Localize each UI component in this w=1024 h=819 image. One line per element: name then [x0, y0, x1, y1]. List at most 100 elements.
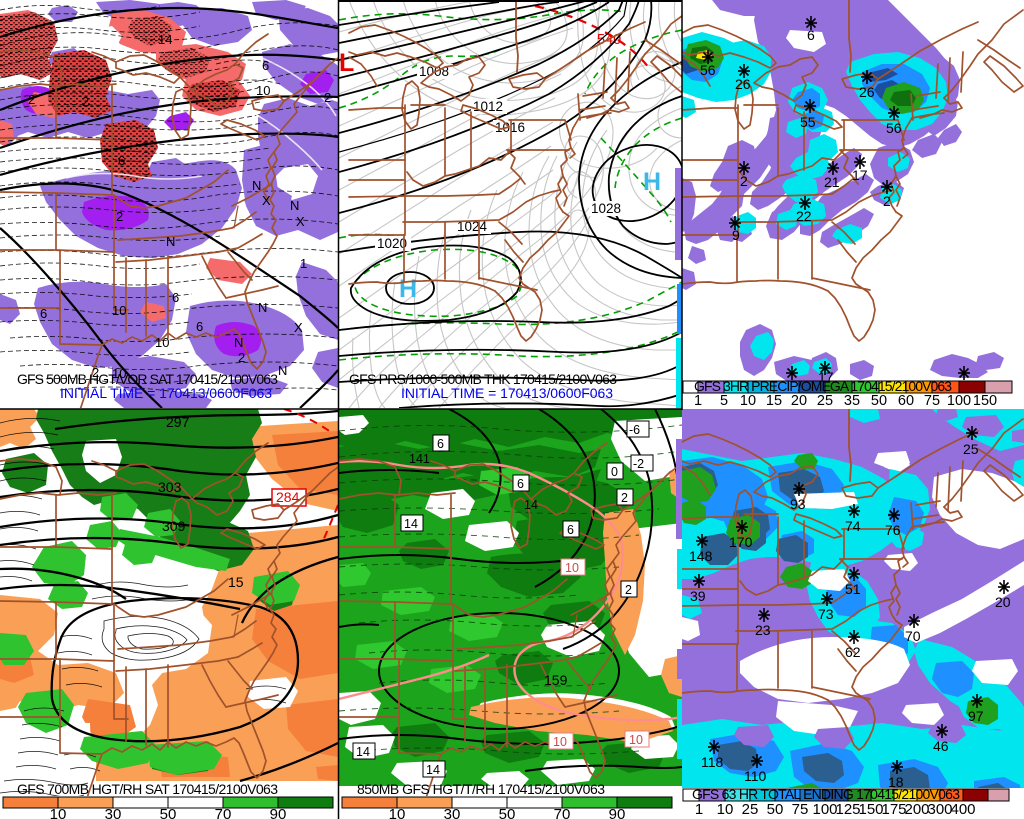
svg-text:14: 14 [426, 763, 440, 777]
svg-text:GFS 63 HR TOTAL ENDING 170415/: GFS 63 HR TOTAL ENDING 170415/2100V063 [692, 786, 960, 802]
svg-text:284: 284 [276, 489, 300, 505]
svg-text:25: 25 [742, 801, 759, 818]
svg-text:17: 17 [852, 167, 868, 183]
svg-text:300: 300 [927, 801, 952, 818]
svg-text:30: 30 [105, 806, 122, 819]
svg-text:1012: 1012 [473, 99, 503, 114]
svg-text:6: 6 [567, 523, 574, 537]
svg-text:125: 125 [835, 801, 860, 818]
svg-text:N: N [166, 234, 175, 249]
svg-text:70: 70 [554, 806, 571, 819]
svg-text:10: 10 [155, 335, 169, 350]
svg-text:20: 20 [995, 594, 1011, 610]
svg-text:70: 70 [215, 806, 232, 819]
svg-text:50: 50 [871, 393, 887, 409]
svg-text:2: 2 [116, 209, 123, 224]
svg-text:26: 26 [735, 76, 751, 92]
svg-text:50: 50 [767, 801, 784, 818]
svg-text:INITIAL TIME = 170413/0600F063: INITIAL TIME = 170413/0600F063 [60, 385, 272, 401]
svg-text:60: 60 [898, 393, 914, 409]
svg-text:2: 2 [82, 94, 89, 109]
svg-text:56: 56 [886, 120, 902, 136]
svg-text:200: 200 [904, 801, 929, 818]
svg-text:90: 90 [609, 806, 626, 819]
svg-text:2: 2 [621, 491, 628, 505]
svg-text:2: 2 [625, 583, 632, 597]
svg-text:2: 2 [28, 92, 35, 107]
svg-text:GFS 700MB HGT/RH SAT 170415/21: GFS 700MB HGT/RH SAT 170415/2100V063 [17, 781, 278, 797]
svg-text:10: 10 [112, 366, 126, 381]
svg-text:18: 18 [888, 774, 904, 790]
svg-text:X: X [294, 320, 303, 335]
svg-text:100: 100 [812, 801, 837, 818]
svg-text:400: 400 [950, 801, 975, 818]
svg-text:N: N [258, 300, 267, 315]
svg-text:97: 97 [968, 708, 984, 724]
svg-text:15: 15 [228, 574, 244, 590]
svg-text:21: 21 [824, 174, 840, 190]
svg-text:110: 110 [744, 768, 767, 784]
svg-text:76: 76 [885, 522, 901, 538]
svg-text:175: 175 [881, 801, 906, 818]
svg-text:6: 6 [262, 58, 269, 73]
svg-text:1016: 1016 [495, 120, 525, 135]
svg-text:2: 2 [92, 365, 99, 380]
svg-text:25: 25 [963, 441, 979, 457]
svg-text:N: N [290, 198, 299, 213]
svg-text:0: 0 [611, 465, 618, 479]
svg-text:9: 9 [732, 227, 740, 243]
svg-text:10: 10 [740, 393, 756, 409]
svg-text:6: 6 [172, 290, 179, 305]
svg-text:6: 6 [118, 153, 125, 168]
svg-text:10: 10 [112, 303, 126, 318]
svg-text:73: 73 [818, 606, 834, 622]
svg-text:H: H [643, 168, 661, 196]
svg-text:1: 1 [300, 256, 307, 271]
svg-text:850MB GFS HGT/T/RH 170415/2100: 850MB GFS HGT/T/RH 170415/2100V063 [357, 781, 605, 797]
svg-text:-2: -2 [633, 457, 644, 471]
svg-text:2: 2 [883, 193, 891, 209]
svg-text:297: 297 [166, 414, 190, 430]
svg-text:INITIAL TIME = 170413/0600F063: INITIAL TIME = 170413/0600F063 [401, 385, 613, 401]
svg-text:14: 14 [158, 32, 172, 47]
svg-text:X: X [296, 214, 305, 229]
svg-text:1: 1 [695, 801, 703, 818]
svg-text:46: 46 [933, 738, 949, 754]
svg-text:22: 22 [796, 208, 812, 224]
svg-text:GFS 500MB HGT/VOR SAT 170415/2: GFS 500MB HGT/VOR SAT 170415/2100V063 [17, 371, 278, 387]
svg-text:10: 10 [629, 733, 643, 747]
svg-text:1020: 1020 [377, 236, 407, 251]
svg-text:N: N [278, 363, 287, 378]
svg-text:303: 303 [158, 479, 182, 495]
svg-text:10: 10 [389, 806, 406, 819]
svg-text:14: 14 [404, 517, 418, 531]
svg-text:39: 39 [690, 588, 706, 604]
svg-text:148: 148 [689, 548, 713, 564]
svg-text:23: 23 [755, 622, 771, 638]
svg-text:170: 170 [729, 534, 753, 550]
svg-text:1: 1 [694, 393, 702, 409]
svg-text:10: 10 [256, 83, 270, 98]
svg-text:1024: 1024 [457, 219, 488, 234]
svg-text:20: 20 [791, 393, 807, 409]
svg-text:N: N [234, 335, 243, 350]
svg-text:75: 75 [792, 801, 809, 818]
svg-text:56: 56 [700, 62, 716, 78]
svg-text:GFS PRS/1000-500MB THK 170415/: GFS PRS/1000-500MB THK 170415/2100V063 [349, 371, 617, 387]
svg-text:6: 6 [40, 306, 47, 321]
svg-text:10: 10 [50, 806, 67, 819]
svg-text:15: 15 [766, 393, 782, 409]
svg-text:10: 10 [553, 735, 567, 749]
svg-text:51: 51 [845, 581, 861, 597]
svg-text:X: X [262, 193, 271, 208]
svg-text:100: 100 [947, 393, 971, 409]
svg-text:62: 62 [845, 644, 861, 660]
svg-text:10: 10 [565, 561, 579, 575]
svg-text:30: 30 [444, 806, 461, 819]
svg-text:150: 150 [973, 393, 997, 409]
svg-text:2: 2 [324, 90, 331, 105]
svg-text:74: 74 [845, 518, 861, 534]
svg-text:6: 6 [196, 319, 203, 334]
svg-text:35: 35 [844, 393, 860, 409]
svg-text:6: 6 [807, 27, 815, 43]
